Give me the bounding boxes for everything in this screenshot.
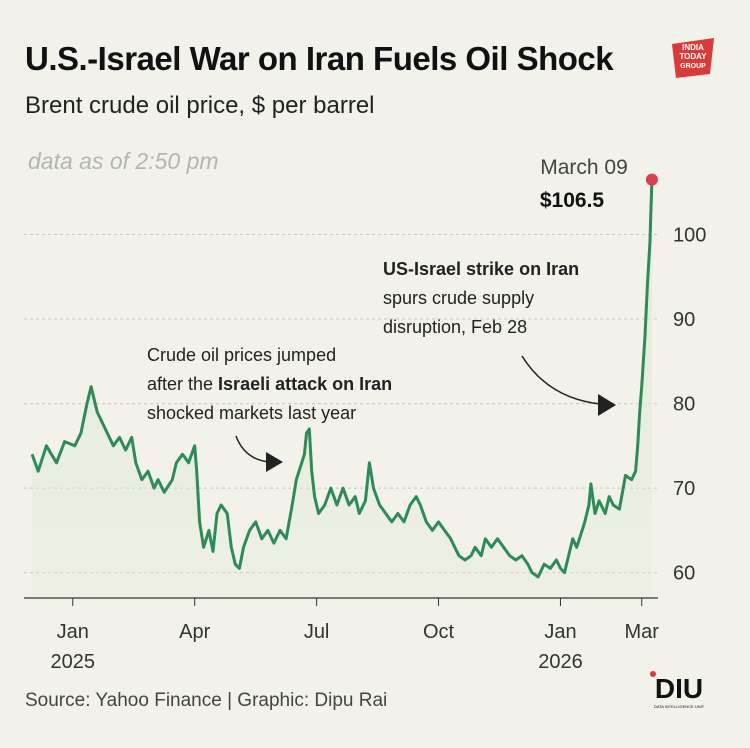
y-tick-label: 70 [673,478,695,500]
x-tick-label: Jul [304,621,330,643]
annotation-2-arrow [521,355,601,405]
svg-text:after the Israeli attack on Ir: after the Israeli attack on Iran [147,374,392,394]
diu-logo-subtext: DATA INTELLIGENCE UNIT [654,704,705,709]
highlight-date: March 09 [540,156,628,179]
data-as-of-note: data as of 2:50 pm [28,148,219,174]
x-tick-label: Apr [179,621,210,643]
india-today-logo: INDIA TODAY GROUP [672,38,714,78]
x-tick-year: 2025 [51,651,96,673]
price-area-fill [32,179,652,598]
svg-text:TODAY: TODAY [679,52,707,61]
source-credit: Source: Yahoo Finance | Graphic: Dipu Ra… [25,690,388,711]
annotation-1-arrowhead [266,452,283,472]
y-tick-label: 80 [673,394,695,416]
x-tick-label: Jan [57,621,89,643]
annotation-1-line-2-bold: Israeli attack on Iran [218,374,392,394]
y-tick-label: 60 [673,563,695,585]
diu-logo-text: DIU [655,673,703,704]
annotation-1-line-3: shocked markets last year [147,403,356,423]
diu-logo: DIU DATA INTELLIGENCE UNIT [650,671,705,709]
x-tick-year: 2026 [538,651,583,673]
annotation-1-line-2-prefix: after the [147,374,218,394]
svg-text:GROUP: GROUP [680,63,706,70]
annotation-2-line-3: disruption, Feb 28 [383,317,527,337]
annotation-2-arrowhead [598,394,616,416]
annotation-1-arrow [235,435,271,463]
x-tick-label: Oct [423,621,455,643]
y-tick-label: 100 [673,225,706,247]
annotation-2-line-2: spurs crude supply [383,288,534,308]
latest-price-marker [645,173,658,186]
highlight-value: $106.5 [540,189,605,212]
brent-price-line [30,179,654,579]
svg-text:INDIA: INDIA [682,43,704,52]
axis-ticks: Jan 2025 Apr Jul Oct Jan 2026 Mar [51,598,660,673]
chart-subtitle: Brent crude oil price, $ per barrel [25,92,375,119]
annotation-us-strike: US-Israel strike on Iran spurs crude sup… [383,259,616,416]
chart-title: U.S.-Israel War on Iran Fuels Oil Shock [25,40,614,77]
x-tick-label: Jan [544,621,576,643]
x-tick-label: Mar [625,621,660,643]
annotation-2-line-1: US-Israel strike on Iran [383,259,579,279]
annotation-1-line-1: Crude oil prices jumped [147,345,336,365]
annotation-israeli-attack: Crude oil prices jumped after the Israel… [147,345,392,472]
y-tick-label: 90 [673,309,695,331]
